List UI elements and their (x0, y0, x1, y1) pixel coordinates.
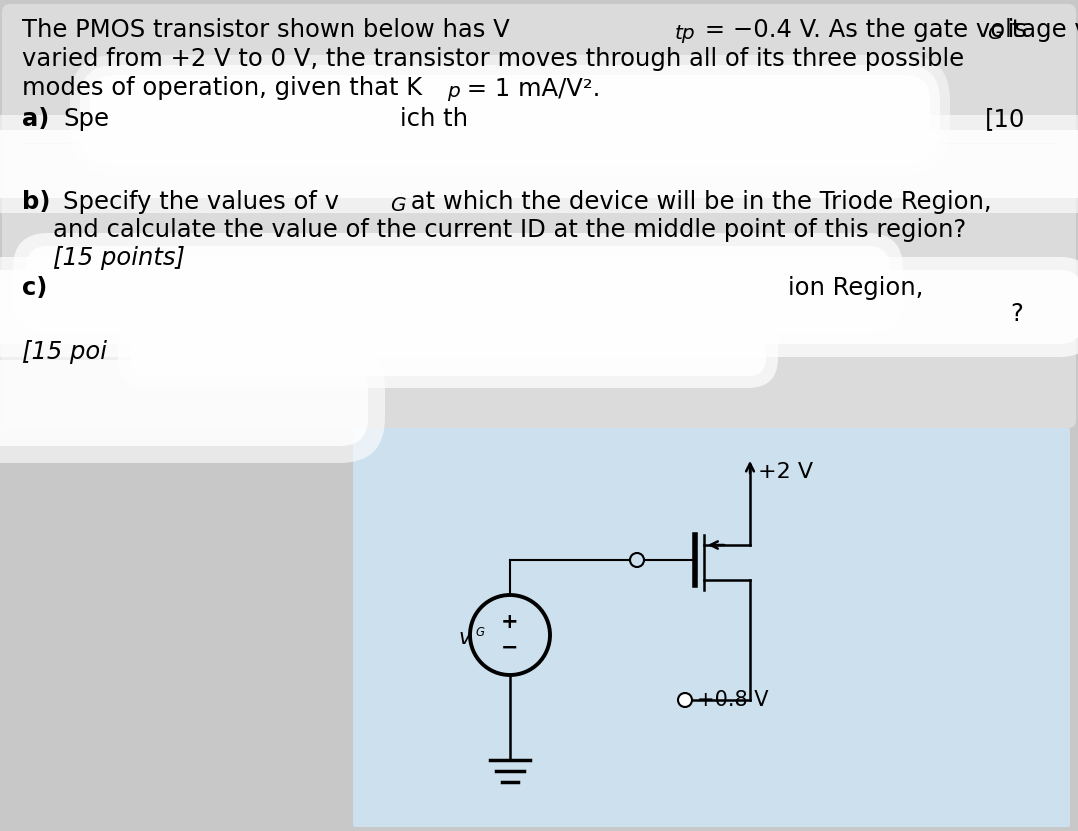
FancyBboxPatch shape (118, 302, 778, 388)
FancyBboxPatch shape (0, 130, 1078, 198)
Text: and calculate the value of the current ID at the middle point of this region?: and calculate the value of the current I… (22, 218, 966, 242)
Text: G: G (987, 24, 1003, 43)
Text: G: G (390, 196, 405, 215)
Text: [10: [10 (985, 107, 1025, 131)
FancyBboxPatch shape (89, 75, 930, 155)
Text: +2 V: +2 V (758, 462, 813, 482)
FancyBboxPatch shape (0, 270, 1078, 344)
FancyBboxPatch shape (0, 343, 385, 463)
FancyBboxPatch shape (0, 115, 1078, 213)
FancyBboxPatch shape (2, 4, 1076, 428)
FancyBboxPatch shape (70, 55, 950, 175)
FancyBboxPatch shape (0, 360, 368, 446)
Text: +: + (501, 612, 519, 632)
Circle shape (630, 553, 644, 567)
Text: [15 poi: [15 poi (22, 340, 107, 364)
FancyBboxPatch shape (26, 246, 890, 320)
Text: = −0.4 V. As the gate voltage v: = −0.4 V. As the gate voltage v (697, 18, 1078, 42)
Text: Specify the values of v: Specify the values of v (63, 190, 338, 214)
Text: +0.8 V: +0.8 V (697, 690, 769, 710)
FancyBboxPatch shape (130, 314, 766, 376)
Text: a): a) (22, 107, 50, 131)
FancyBboxPatch shape (353, 428, 1070, 827)
Text: Spe: Spe (63, 107, 109, 131)
Text: varied from +2 V to 0 V, the transistor moves through all of its three possible: varied from +2 V to 0 V, the transistor … (22, 47, 964, 71)
Circle shape (678, 693, 692, 707)
Text: ich th: ich th (400, 107, 468, 131)
Text: = 1 mA/V².: = 1 mA/V². (459, 76, 600, 100)
Text: −: − (501, 638, 519, 658)
Text: modes of operation, given that K: modes of operation, given that K (22, 76, 423, 100)
Circle shape (470, 595, 550, 675)
Text: $_G$: $_G$ (475, 621, 485, 639)
Text: at which the device will be in the Triode Region,: at which the device will be in the Triod… (403, 190, 992, 214)
FancyBboxPatch shape (13, 233, 903, 333)
Text: The PMOS transistor shown below has V: The PMOS transistor shown below has V (22, 18, 510, 42)
Text: ?: ? (1010, 302, 1023, 326)
FancyBboxPatch shape (80, 65, 940, 165)
Text: c): c) (22, 276, 47, 300)
Text: [15 points]: [15 points] (22, 246, 185, 270)
Text: p: p (447, 82, 459, 101)
Text: tp: tp (675, 24, 695, 43)
FancyBboxPatch shape (0, 257, 1078, 357)
Text: b): b) (22, 190, 51, 214)
Text: is: is (1000, 18, 1027, 42)
Text: $v$: $v$ (458, 628, 472, 648)
Text: ion Region,: ion Region, (788, 276, 924, 300)
